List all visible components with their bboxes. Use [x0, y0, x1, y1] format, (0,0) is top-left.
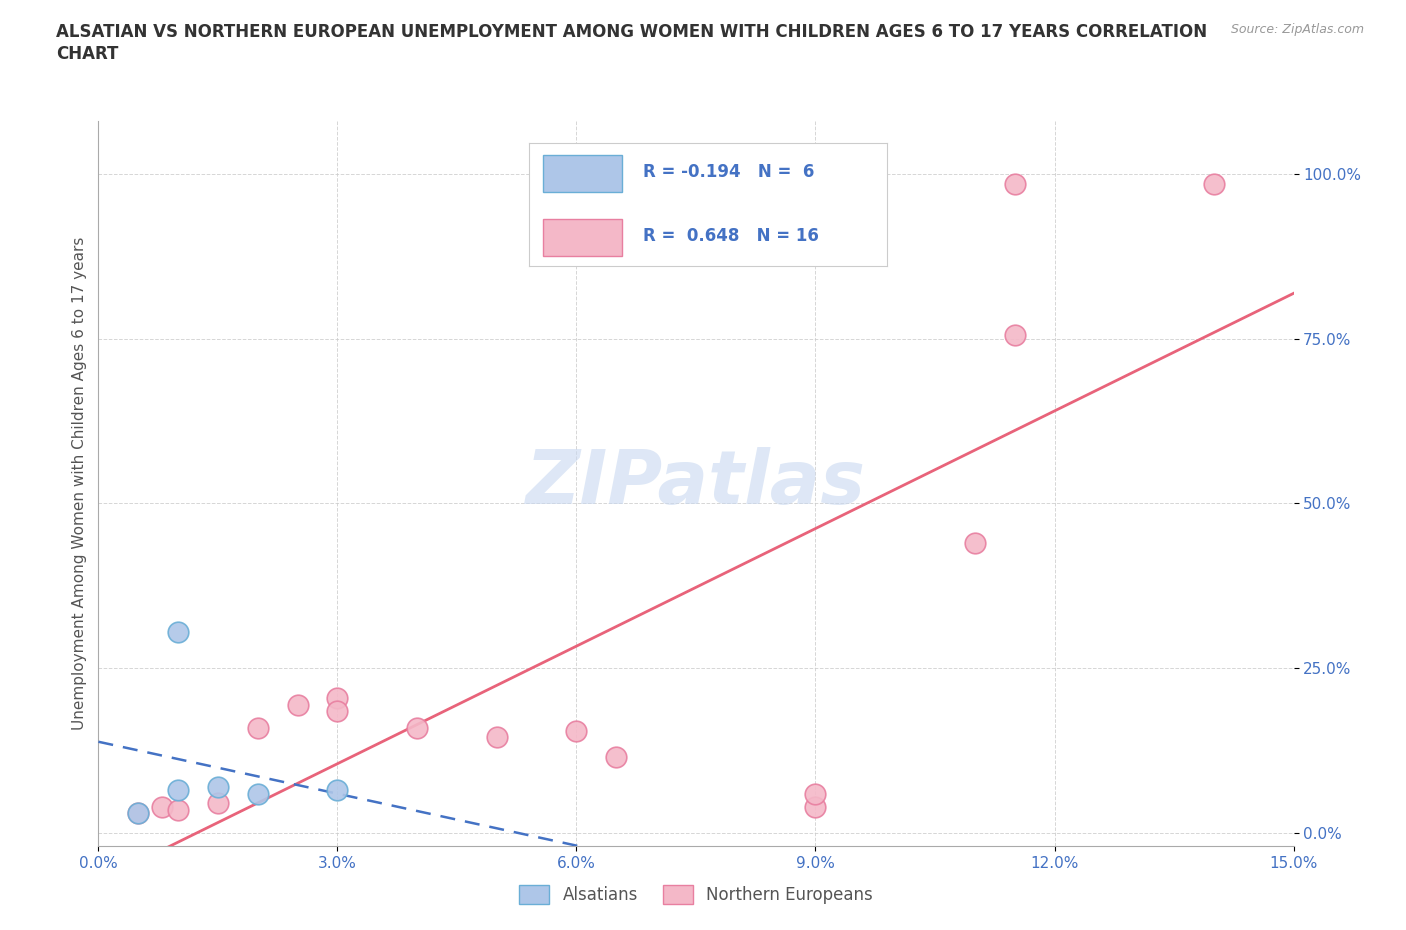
- Text: Source: ZipAtlas.com: Source: ZipAtlas.com: [1230, 23, 1364, 36]
- Point: [246, 720, 269, 735]
- Point: [1202, 176, 1225, 191]
- Point: [605, 750, 627, 764]
- Point: [246, 786, 269, 801]
- Point: [1004, 176, 1026, 191]
- Point: [804, 799, 827, 814]
- Y-axis label: Unemployment Among Women with Children Ages 6 to 17 years: Unemployment Among Women with Children A…: [72, 237, 87, 730]
- Point: [207, 779, 229, 794]
- Point: [485, 730, 508, 745]
- Text: ZIPatlas: ZIPatlas: [526, 447, 866, 520]
- Point: [406, 720, 429, 735]
- Point: [287, 698, 309, 712]
- Point: [326, 783, 349, 798]
- Point: [167, 783, 190, 798]
- Text: CHART: CHART: [56, 45, 118, 62]
- Legend: Alsatians, Northern Europeans: Alsatians, Northern Europeans: [512, 878, 880, 910]
- Point: [167, 625, 190, 640]
- Point: [565, 724, 588, 738]
- Point: [804, 786, 827, 801]
- Point: [167, 803, 190, 817]
- Point: [326, 690, 349, 705]
- Point: [207, 796, 229, 811]
- Point: [326, 704, 349, 719]
- Point: [127, 806, 149, 821]
- Point: [127, 806, 149, 821]
- Point: [1004, 327, 1026, 342]
- Point: [150, 799, 173, 814]
- Point: [963, 536, 986, 551]
- Text: ALSATIAN VS NORTHERN EUROPEAN UNEMPLOYMENT AMONG WOMEN WITH CHILDREN AGES 6 TO 1: ALSATIAN VS NORTHERN EUROPEAN UNEMPLOYME…: [56, 23, 1208, 41]
